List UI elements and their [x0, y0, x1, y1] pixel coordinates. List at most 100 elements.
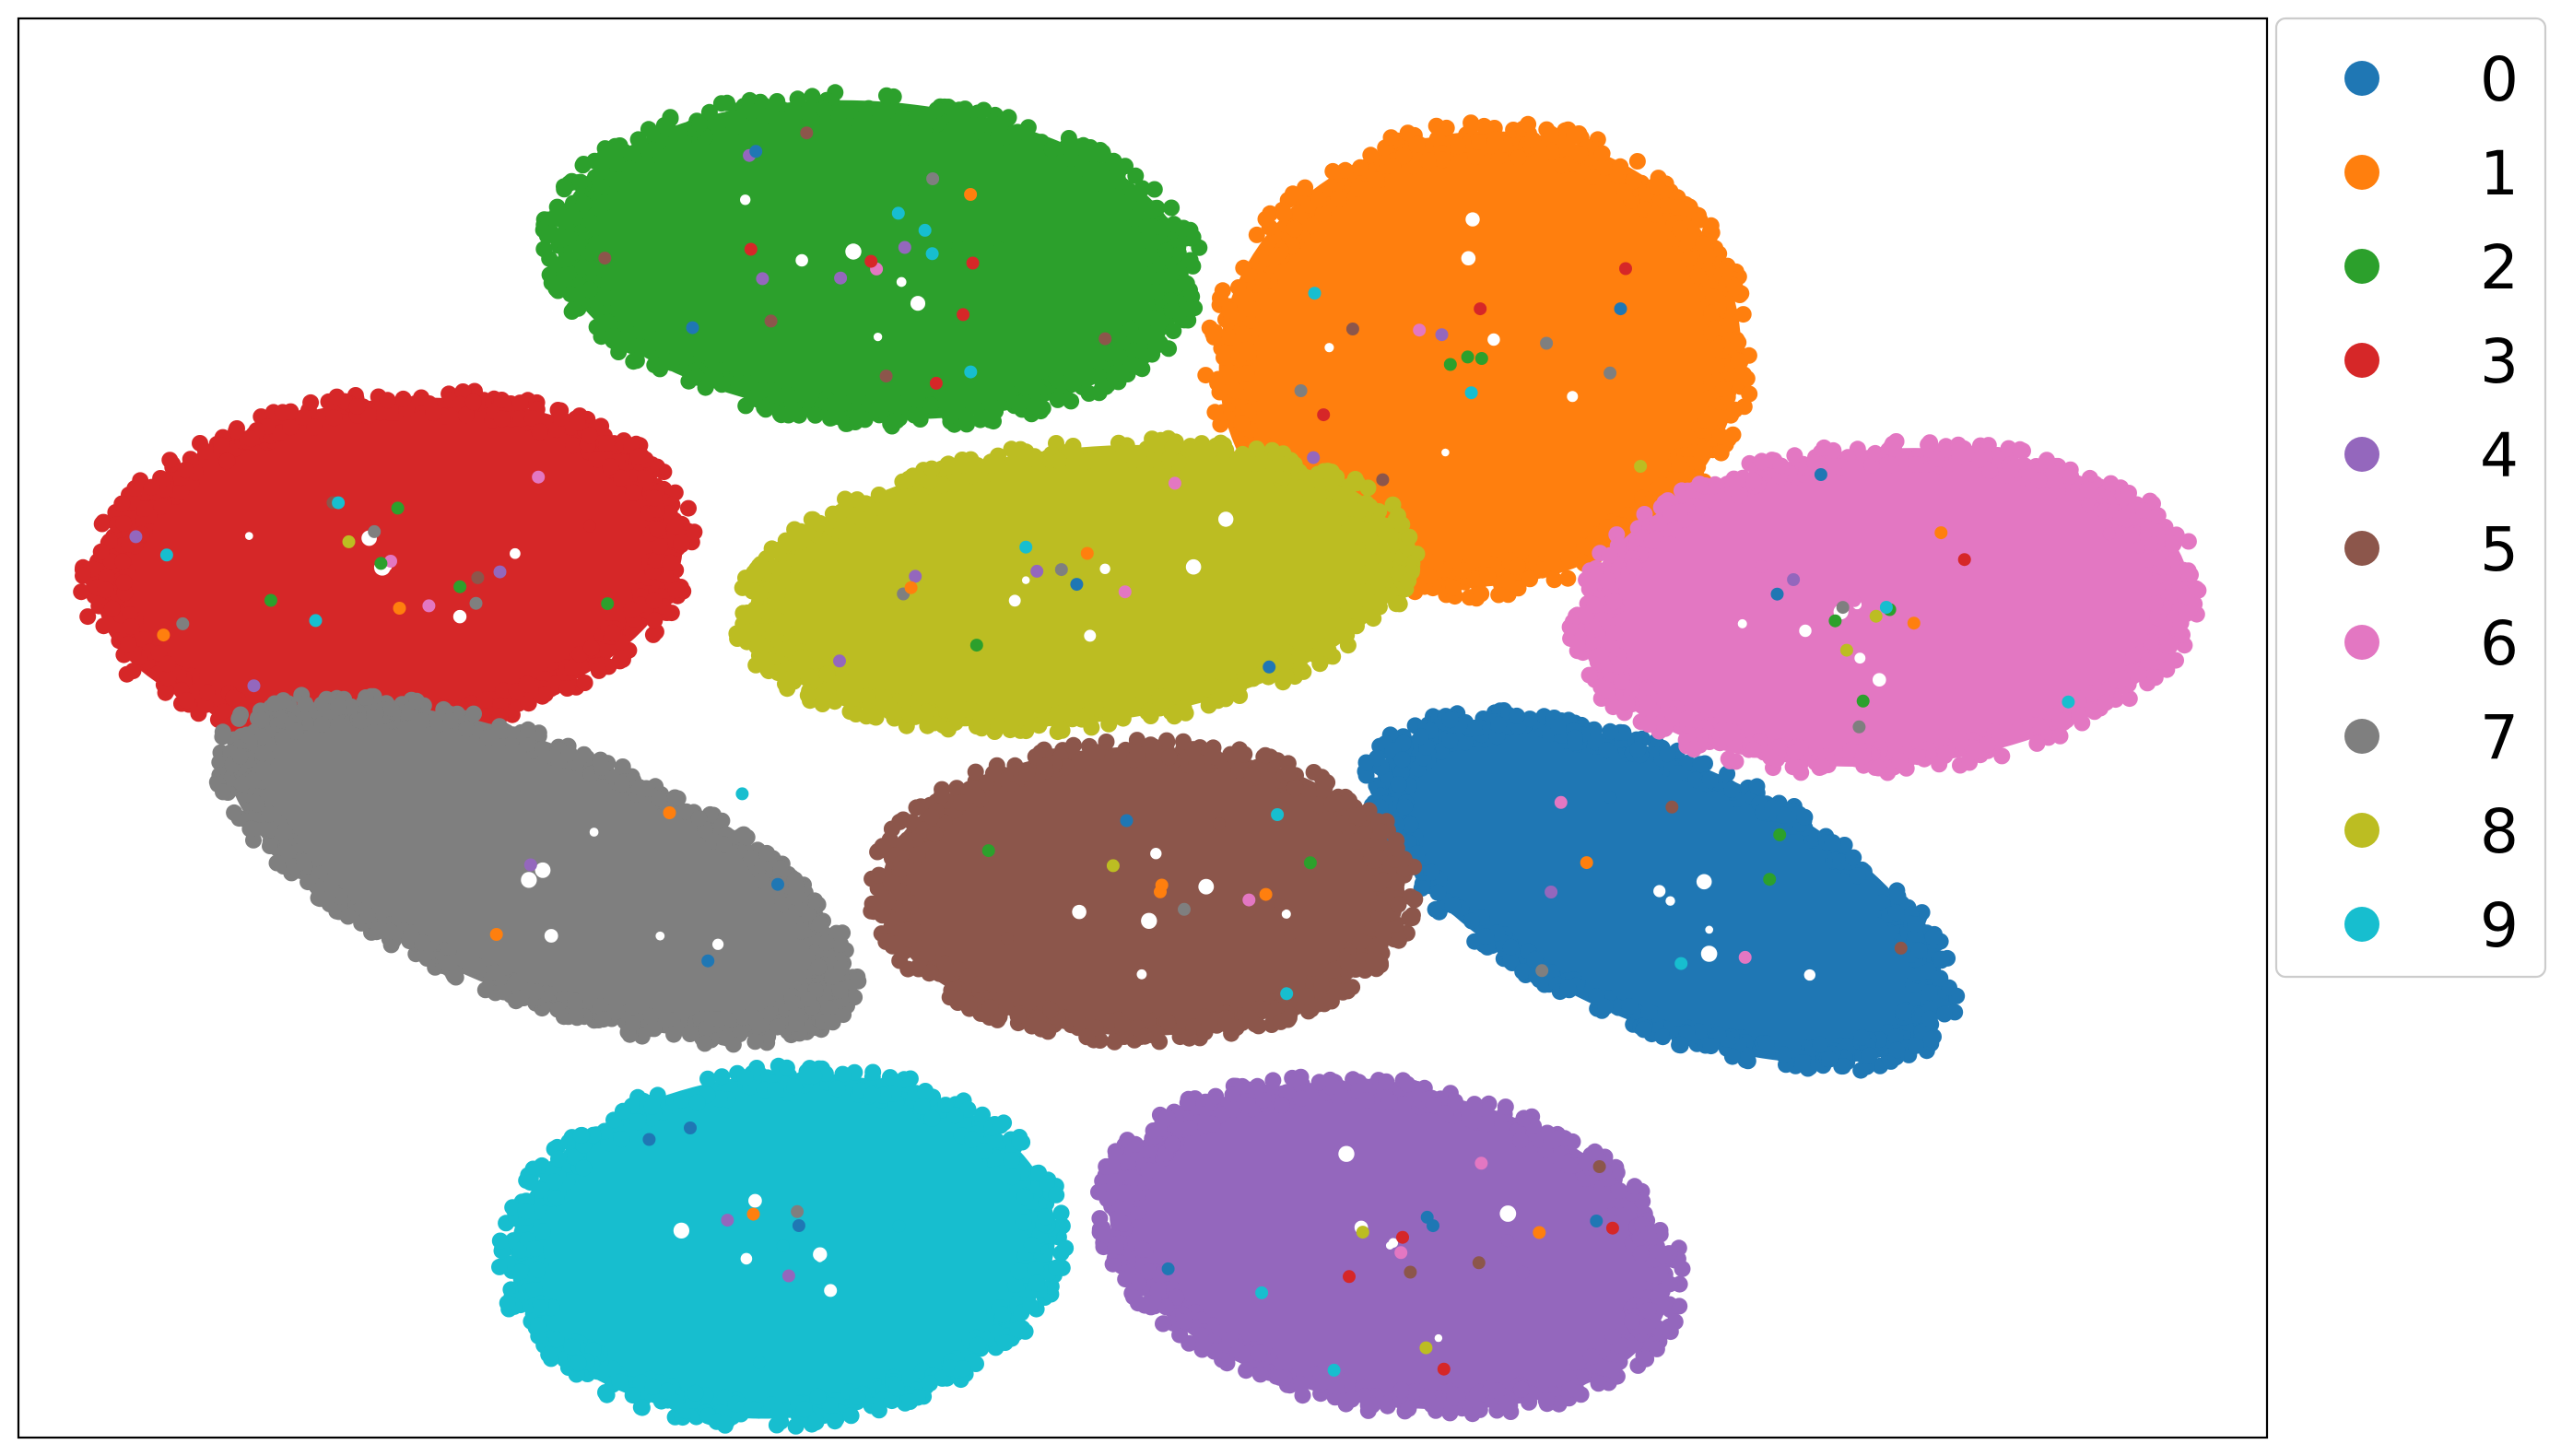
point-3 [97, 581, 114, 599]
point-2 [610, 170, 628, 188]
point-2 [773, 110, 791, 127]
point-3 [523, 410, 541, 427]
point-8 [1338, 627, 1356, 644]
point-1 [1438, 119, 1455, 136]
point-4 [1419, 1389, 1437, 1406]
point-5 [1257, 746, 1274, 764]
point-8 [842, 676, 860, 693]
point-1 [1681, 200, 1698, 217]
point-1 [1498, 572, 1516, 590]
point-2 [1069, 370, 1087, 387]
point-1 [1520, 115, 1537, 133]
point-2 [821, 409, 839, 427]
point-0 [1654, 1028, 1672, 1046]
cluster-gap [1696, 874, 1712, 890]
point-7 [746, 1010, 764, 1027]
point-8 [1307, 471, 1324, 488]
point-8 [818, 665, 836, 683]
point-3 [565, 437, 582, 454]
point-1 [1545, 571, 1563, 589]
point-5 [1222, 746, 1239, 763]
point-7 [666, 790, 684, 807]
point-1 [1197, 367, 1215, 384]
point-3 [282, 418, 300, 436]
point-4 [1134, 1240, 1152, 1258]
point-3 [495, 682, 512, 699]
point-2 [888, 412, 905, 429]
cluster-0 [1357, 702, 1966, 1079]
cluster-gap [1141, 912, 1157, 929]
point-0 [1936, 1005, 1953, 1023]
point-0 [1895, 1004, 1912, 1021]
point-5 [1129, 746, 1146, 763]
point-0 [1640, 1004, 1658, 1021]
point-6 [2122, 526, 2140, 544]
point-1 [1427, 554, 1444, 570]
point-1 [1571, 146, 1589, 163]
point-3 [75, 567, 91, 584]
point-2 [743, 102, 760, 120]
point-2 [605, 327, 623, 345]
point-3 [302, 393, 320, 411]
point-5 [1064, 736, 1082, 754]
point-0 [1907, 1037, 1924, 1054]
point-2 [1157, 242, 1175, 260]
point-8 [973, 720, 991, 737]
point-9 [768, 1416, 785, 1434]
point-2 [583, 260, 601, 277]
point-8 [1312, 640, 1330, 658]
point-4 [1273, 1097, 1290, 1114]
point-6 [1786, 744, 1803, 761]
point-5 [1406, 891, 1423, 909]
point-0 [1441, 711, 1459, 729]
point-1 [1699, 390, 1717, 407]
point-3 [602, 458, 619, 476]
point-5 [909, 846, 926, 863]
point-4 [1130, 1295, 1146, 1312]
point-7 [276, 823, 294, 840]
point-7 [608, 1003, 626, 1020]
point-1 [1699, 247, 1717, 264]
point-0 [1852, 1062, 1870, 1079]
point-8 [746, 566, 764, 583]
point-2 [571, 173, 589, 191]
point-1 [1628, 153, 1646, 170]
point-5 [1114, 1016, 1132, 1034]
point-2 [1147, 283, 1165, 300]
point-2 [1125, 342, 1143, 359]
point-1 [1647, 205, 1663, 223]
point-2 [1062, 150, 1079, 168]
point-1 [1669, 198, 1686, 216]
point-0 [1692, 756, 1709, 773]
point-0 [1888, 1041, 1906, 1059]
point-1 [1714, 380, 1732, 397]
point-7 [800, 991, 817, 1007]
point-3 [673, 534, 690, 551]
point-3 [569, 414, 586, 431]
point-2 [1018, 122, 1036, 139]
point-0 [1764, 799, 1781, 816]
point-7 [711, 1011, 728, 1028]
point-4 [1572, 1386, 1590, 1403]
point-4 [1225, 1101, 1242, 1118]
point-0 [1502, 953, 1520, 970]
point-3 [228, 422, 245, 440]
point-3 [581, 427, 598, 444]
point-1 [1712, 444, 1730, 462]
point-8 [923, 460, 940, 477]
point-0 [1834, 1058, 1851, 1075]
point-3 [177, 462, 194, 479]
point-0 [1502, 938, 1520, 956]
point-5 [1372, 823, 1390, 840]
point-8 [1013, 709, 1029, 726]
point-8 [1245, 455, 1263, 473]
point-8 [1126, 697, 1144, 713]
point-6 [1937, 745, 1955, 762]
point-5 [922, 808, 940, 826]
point-8 [1369, 573, 1387, 591]
point-5 [1329, 794, 1345, 812]
point-0 [1393, 751, 1411, 769]
point-4 [1150, 1121, 1168, 1137]
point-0 [1390, 776, 1407, 793]
point-5 [1375, 872, 1392, 889]
